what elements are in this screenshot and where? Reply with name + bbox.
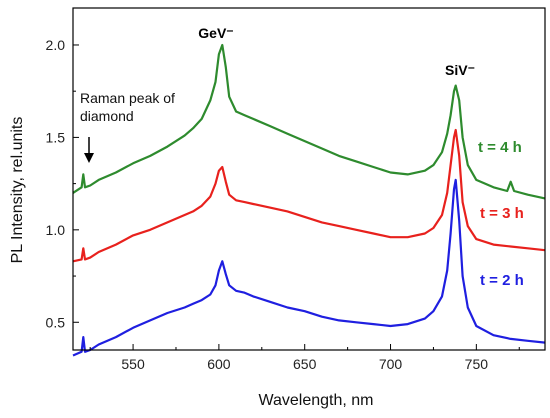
x-tick-label-1: 600	[207, 356, 231, 372]
series-line-2	[72, 178, 546, 357]
series-label-4h: t = 4 h	[478, 139, 522, 156]
series-label-3h: t = 3 h	[480, 205, 524, 222]
x-tick-label-4: 750	[465, 356, 489, 372]
y-tick-label-2: 1.5	[46, 129, 66, 145]
series-label-2h: t = 2 h	[480, 272, 524, 289]
series-line-0	[72, 43, 546, 200]
x-tick-label-3: 700	[379, 356, 403, 372]
raman-arrow	[84, 137, 94, 163]
series-line-1	[72, 128, 546, 263]
siv-peak-label: SiV⁻	[445, 62, 475, 78]
y-tick-label-0: 0.5	[46, 314, 66, 330]
raman-label-line1: Raman peak of	[80, 90, 175, 106]
axes: 550 600 650 700 750 0.5 1.0 1.5 2.0	[46, 7, 546, 372]
raman-label-line2: diamond	[80, 108, 134, 124]
x-tick-label-2: 650	[293, 356, 317, 372]
y-tick-label-1: 1.0	[46, 222, 66, 238]
gev-peak-label: GeV⁻	[198, 25, 233, 41]
plot-area	[72, 43, 546, 357]
x-tick-label-0: 550	[121, 356, 145, 372]
y-axis-title: PL Intensity, rel.units	[9, 117, 26, 264]
x-axis-title: Wavelength, nm	[258, 392, 373, 409]
plot-frame	[72, 7, 546, 351]
y-tick-label-3: 2.0	[46, 37, 66, 53]
